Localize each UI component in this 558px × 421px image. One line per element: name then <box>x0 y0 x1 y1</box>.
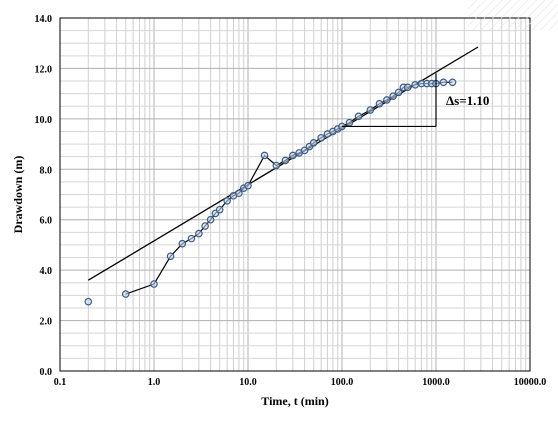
data-point <box>150 280 158 288</box>
x-tick-label: 1.0 <box>148 377 161 388</box>
data-point <box>223 197 231 205</box>
delta-s-construction <box>342 73 437 128</box>
data-point <box>235 189 243 198</box>
y-tick-label: 2.0 <box>40 317 53 328</box>
data-point <box>215 205 224 214</box>
data-point <box>354 112 363 121</box>
data-point <box>178 239 187 248</box>
data-point <box>366 106 375 114</box>
data-point <box>394 88 403 97</box>
data-point <box>345 118 354 127</box>
y-tick-label: 6.0 <box>40 216 53 227</box>
data-series-group <box>84 78 457 306</box>
data-point <box>317 133 325 142</box>
data-point <box>300 146 309 155</box>
data-point <box>84 297 93 306</box>
data-point <box>272 161 281 170</box>
y-tick-label: 4.0 <box>40 266 53 277</box>
plot-area-border <box>59 17 531 372</box>
data-point <box>281 156 290 165</box>
data-point <box>439 78 448 87</box>
data-point <box>260 151 269 160</box>
series-line <box>125 81 453 295</box>
grid <box>59 17 530 372</box>
data-point <box>187 234 196 243</box>
x-tick-labels: 0.1 1.0 10.0 100.0 1000.0 10000.0 <box>54 377 547 388</box>
data-point <box>195 229 203 238</box>
data-point <box>166 252 175 261</box>
y-tick-label: 0.0 <box>40 367 53 378</box>
data-point <box>383 96 391 104</box>
data-point <box>375 99 384 108</box>
data-point <box>403 83 412 92</box>
data-point <box>389 92 397 100</box>
x-tick-label: 10.0 <box>239 377 257 388</box>
y-tick-label: 10.0 <box>35 115 53 126</box>
data-point <box>201 222 209 230</box>
data-point <box>289 151 297 160</box>
data-point <box>244 181 252 190</box>
data-point <box>309 139 318 147</box>
watermark-hatch <box>468 0 558 30</box>
data-point <box>448 78 457 87</box>
y-axis-title: Drawdown (m) <box>11 156 25 234</box>
x-tick-label: 10000.0 <box>514 377 547 388</box>
x-tick-label: 0.1 <box>54 377 67 388</box>
x-tick-label: 100.0 <box>331 377 354 388</box>
y-tick-labels: 0.0 2.0 4.0 6.0 8.0 10.0 12.0 14.0 <box>35 14 53 378</box>
x-axis-title: Time, t (min) <box>261 394 328 408</box>
data-point <box>411 81 419 89</box>
delta-s-label: Δs=1.10 <box>446 93 489 108</box>
data-point <box>121 290 130 298</box>
y-tick-label: 12.0 <box>35 64 53 75</box>
data-point <box>206 215 215 224</box>
x-tick-label: 1000.0 <box>422 377 450 388</box>
y-tick-label: 8.0 <box>40 165 53 176</box>
y-tick-label: 14.0 <box>35 14 53 25</box>
